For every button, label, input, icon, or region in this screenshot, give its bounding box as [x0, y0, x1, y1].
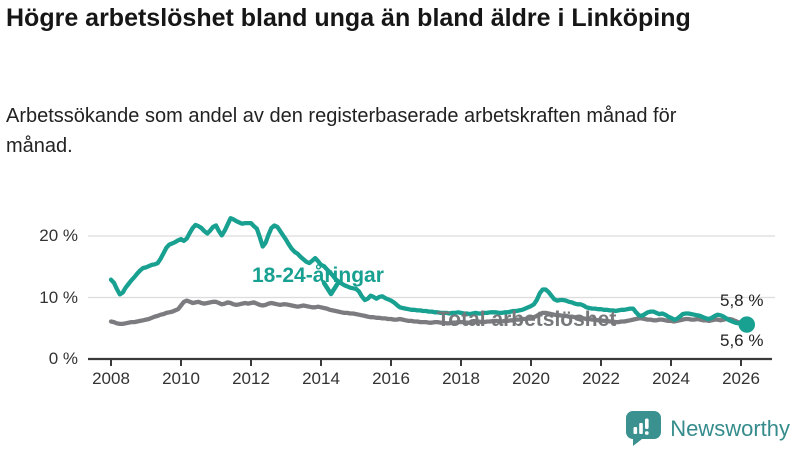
x-axis-tick-label: 2026 — [722, 369, 760, 388]
y-axis-tick-label: 20 % — [39, 226, 78, 245]
end-value-label-youth: 5,6 % — [720, 331, 764, 350]
x-axis-tick-label: 2016 — [372, 369, 410, 388]
x-axis-tick-label: 2020 — [512, 369, 550, 388]
chart-subtitle: Arbetssökande som andel av den registerb… — [6, 105, 677, 157]
end-value-label-total: 5,8 % — [720, 291, 764, 310]
x-axis-tick-label: 2018 — [442, 369, 480, 388]
y-axis-tick-label: 10 % — [39, 287, 78, 307]
ticks-group — [110, 359, 742, 366]
x-axis-tick-label: 2012 — [232, 369, 270, 388]
x-axis-tick-label: 2024 — [652, 369, 690, 388]
gridlines-group — [88, 235, 775, 299]
newsworthy-bubble-chart-icon — [626, 411, 662, 446]
x-axis-tick-label: 2014 — [302, 369, 340, 388]
annotation-arrow-down-icon — [321, 280, 341, 297]
chart-title: Högre arbetslöshet bland unga än bland ä… — [6, 4, 691, 32]
latest-value-dot — [738, 316, 755, 333]
newsworthy-logo-text: Newsworthy — [670, 415, 790, 441]
x-axis-tick-label: 2010 — [162, 369, 200, 388]
series-total-line — [108, 298, 749, 327]
y-axis-tick-label: 0 % — [48, 349, 78, 368]
series-label-youth: 18-24-åringar — [252, 264, 384, 287]
series-label-total: Total arbetslöshet — [437, 308, 617, 331]
series-youth-line — [108, 216, 749, 327]
x-axis-tick-label: 2008 — [92, 369, 130, 388]
x-axis-tick-label: 2022 — [582, 369, 620, 388]
newsworthy-logo[interactable]: Newsworthy — [625, 410, 790, 447]
